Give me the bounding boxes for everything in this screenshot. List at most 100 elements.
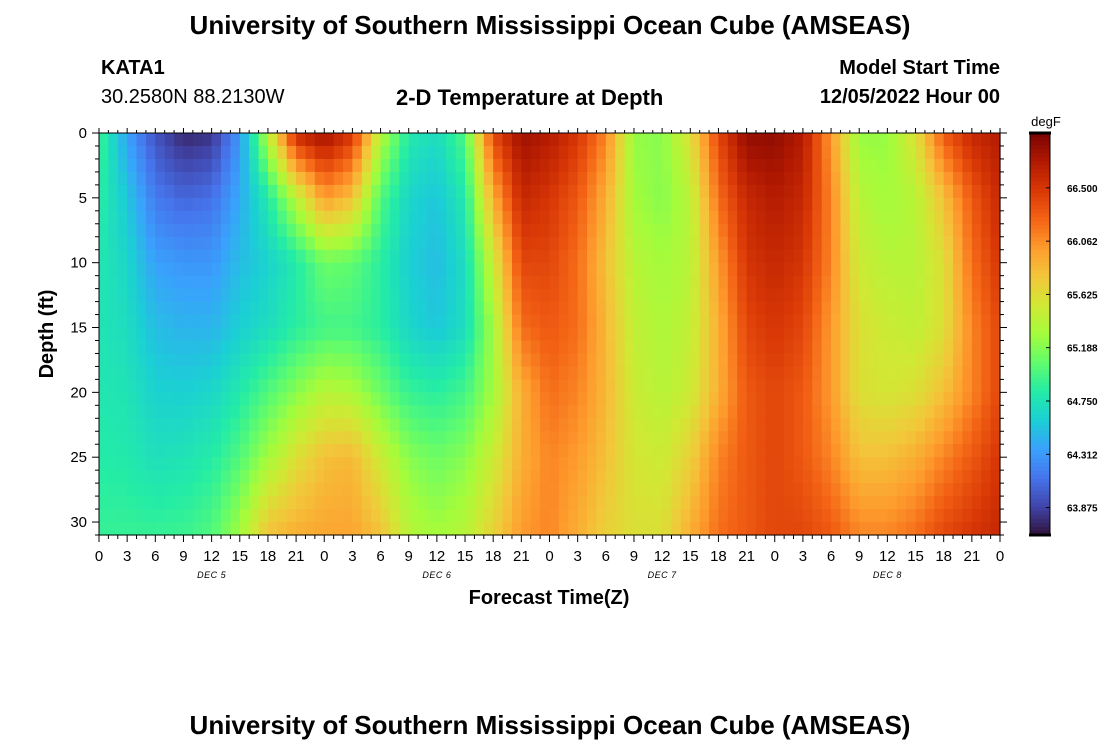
heatmap-cell <box>474 288 485 303</box>
heatmap-cell <box>155 171 166 186</box>
heatmap-cell <box>192 444 203 458</box>
heatmap-cell <box>746 275 757 290</box>
heatmap-cell <box>305 171 316 186</box>
heatmap-cell <box>981 288 992 303</box>
heatmap-cell <box>746 379 757 393</box>
heatmap-cell <box>436 457 447 471</box>
heatmap-cell <box>483 366 494 380</box>
heatmap-cell <box>399 133 410 147</box>
heatmap-cell <box>530 236 541 251</box>
heatmap-cell <box>802 470 813 484</box>
heatmap-cell <box>643 301 654 316</box>
heatmap-cell <box>446 522 457 536</box>
heatmap-cell <box>568 133 579 147</box>
heatmap-cell <box>812 158 823 173</box>
heatmap-cell <box>981 379 992 393</box>
heatmap-cell <box>877 184 888 199</box>
heatmap-cell <box>718 288 729 303</box>
heatmap-cell <box>455 145 466 160</box>
heatmap-cell <box>680 418 691 432</box>
heatmap-cell <box>511 483 522 497</box>
heatmap-cell <box>399 314 410 329</box>
heatmap-cell <box>906 405 917 419</box>
heatmap-cell <box>868 509 879 523</box>
heatmap-cell <box>774 145 785 160</box>
heatmap-cell <box>352 262 363 277</box>
heatmap-cell <box>446 171 457 186</box>
heatmap-cell <box>699 288 710 303</box>
heatmap-cell <box>211 236 222 251</box>
heatmap-cell <box>699 145 710 160</box>
heatmap-cell <box>737 236 748 251</box>
heatmap-cell <box>859 288 870 303</box>
heatmap-cell <box>981 327 992 342</box>
heatmap-cell <box>859 379 870 393</box>
heatmap-cell <box>849 353 860 368</box>
y-axis-label: Depth (ft) <box>36 290 58 379</box>
heatmap-cell <box>765 210 776 225</box>
heatmap-cell <box>249 314 260 329</box>
heatmap-cell <box>540 158 551 173</box>
heatmap-cell <box>333 366 344 380</box>
heatmap-cell <box>633 418 644 432</box>
heatmap-cell <box>183 236 194 251</box>
heatmap-cell <box>267 275 278 290</box>
heatmap-cell <box>296 418 307 432</box>
heatmap-cell <box>483 249 494 264</box>
heatmap-cell <box>990 197 1001 212</box>
heatmap-cell <box>540 145 551 160</box>
heatmap-cell <box>990 223 1001 238</box>
heatmap-cell <box>831 522 842 536</box>
heatmap-cell <box>521 483 532 497</box>
heatmap-cell <box>812 470 823 484</box>
heatmap-cell <box>784 470 795 484</box>
heatmap-cell <box>333 522 344 536</box>
heatmap-cell <box>877 171 888 186</box>
heatmap-cell <box>849 379 860 393</box>
heatmap-cell <box>737 457 748 471</box>
heatmap-cell <box>239 431 250 445</box>
colorbar-segment <box>1030 313 1050 319</box>
heatmap-cell <box>343 249 354 264</box>
heatmap-cell <box>887 327 898 342</box>
heatmap-cell <box>877 158 888 173</box>
heatmap-cell <box>615 158 626 173</box>
heatmap-cell <box>849 431 860 445</box>
heatmap-cell <box>887 314 898 329</box>
heatmap-cell <box>155 496 166 510</box>
heatmap-cell <box>249 133 260 147</box>
heatmap-cell <box>737 223 748 238</box>
heatmap-cell <box>465 522 476 536</box>
heatmap-cell <box>493 301 504 316</box>
heatmap-cell <box>587 223 598 238</box>
heatmap-cell <box>136 366 147 380</box>
heatmap-cell <box>596 288 607 303</box>
heatmap-cell <box>183 275 194 290</box>
heatmap-cell <box>483 496 494 510</box>
heatmap-cell <box>136 431 147 445</box>
heatmap-cell <box>690 522 701 536</box>
heatmap-cell <box>633 236 644 251</box>
heatmap-cell <box>371 133 382 147</box>
heatmap-cell <box>418 353 429 368</box>
heatmap-cell <box>249 171 260 186</box>
heatmap-cell <box>164 262 175 277</box>
heatmap-cell <box>568 418 579 432</box>
heatmap-cell <box>408 262 419 277</box>
heatmap-cell <box>352 275 363 290</box>
heatmap-cell <box>483 133 494 147</box>
heatmap-cell <box>136 353 147 368</box>
heatmap-cell <box>774 483 785 497</box>
heatmap-cell <box>671 210 682 225</box>
heatmap-cell <box>530 288 541 303</box>
heatmap-cell <box>577 392 588 406</box>
heatmap-cell <box>202 223 213 238</box>
heatmap-cell <box>314 197 325 212</box>
heatmap-cell <box>746 509 757 523</box>
heatmap-cell <box>718 522 729 536</box>
heatmap-cell <box>671 509 682 523</box>
heatmap-cell <box>418 444 429 458</box>
heatmap-cell <box>877 483 888 497</box>
heatmap-cell <box>230 158 241 173</box>
heatmap-cell <box>924 366 935 380</box>
